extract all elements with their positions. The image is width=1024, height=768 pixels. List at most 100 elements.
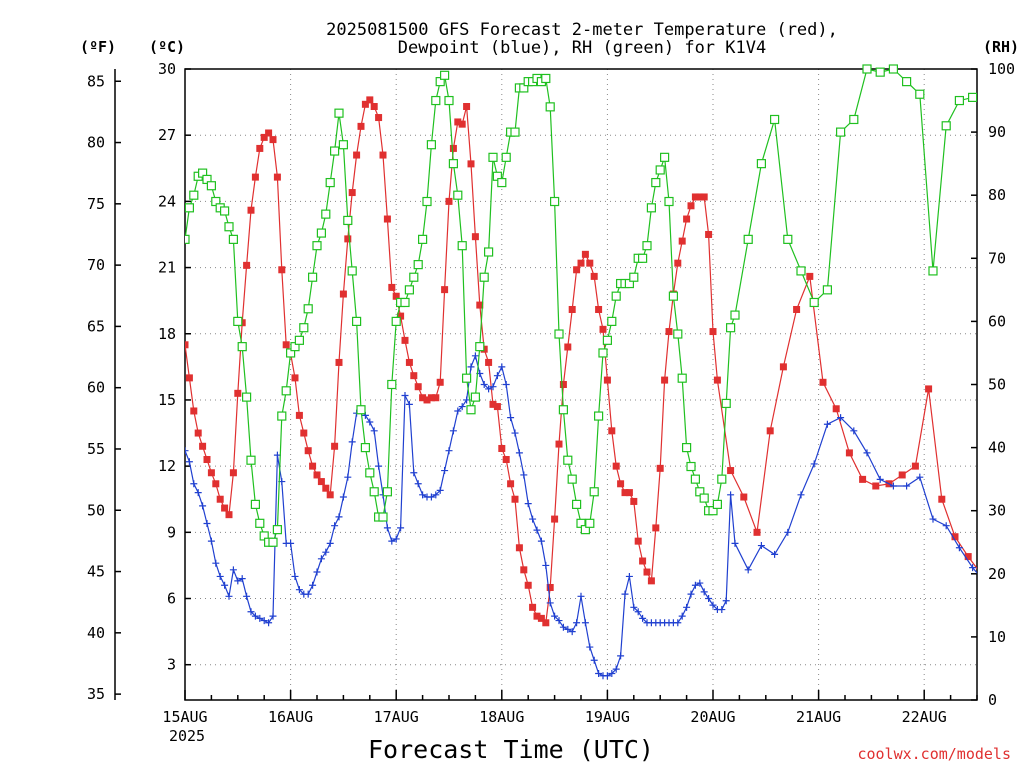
rh-point [954,95,965,106]
dewpoint-point [537,537,545,545]
temperature-point [449,144,457,152]
dewpoint-point [265,619,273,627]
rh-point [783,234,793,244]
temperature-point [639,557,647,565]
rh-point [453,190,463,200]
temperature-point [348,189,356,197]
temperature-point [573,266,581,274]
dewpoint-point [194,489,202,497]
dewpoint-point [251,612,259,620]
temperature-point [529,603,537,611]
rh-point [391,316,401,326]
temperature-point [608,427,616,435]
rh-point [479,272,489,282]
temperature-point [392,292,400,300]
dewpoint-point [207,537,215,545]
chart-title-line-1: 2025081500 GFS Forecast 2-meter Temperat… [326,20,838,40]
dewpoint-point [810,460,818,468]
rh-point [730,310,740,320]
rh-point [475,342,485,352]
temperature-point [251,173,259,181]
rh-point [334,108,344,118]
temperature-point [247,206,255,214]
temperature-point [278,266,286,274]
dewpoint-point [326,539,334,547]
temperature-point [353,151,361,159]
dewpoint-point [520,471,528,479]
x-tick-label: 20AUG [690,708,735,726]
dewpoint-point [414,480,422,488]
rh-point [404,285,414,295]
dewpoint-point [287,539,295,547]
dewpoint-point [709,601,717,609]
temperature-point [502,456,510,464]
f-tick-label: 55 [87,440,105,458]
rh-point [316,228,326,238]
temperature-point [212,480,220,488]
dewpoint-point [683,603,691,611]
dewpoint-point [533,526,541,534]
rh-point [809,297,819,308]
rh-point [982,90,990,98]
temperature-point [445,197,453,205]
dewpoint-point [700,588,708,596]
c-tick-label: 15 [158,391,176,409]
f-tick-label: 50 [87,501,105,519]
dewpoint-point [256,614,264,622]
temperature-point [555,440,563,448]
dewpoint-point [546,599,554,607]
dewpoint-point [559,623,567,631]
rh-point [378,512,388,522]
rh-tick-label: 0 [988,691,997,709]
temperature-point [727,467,735,475]
temperature-point [542,619,550,627]
temperature-point [326,491,334,499]
dewpoint-point [331,522,339,530]
rh-point [629,272,639,282]
rh-point [369,487,379,497]
dewpoint-point [573,619,581,627]
temperature-point [269,136,277,144]
x-tick-label: 16AUG [268,708,313,726]
rh-point [224,222,234,232]
rh-point [637,253,648,263]
rh-point [558,405,569,415]
dewpoint-point [586,643,594,651]
rh-point [303,304,313,314]
dewpoint-point [243,592,251,600]
temperature-point [401,336,409,344]
celsius-axis-label: (ºC) [149,38,185,56]
temperature-point [625,489,633,497]
dewpoint-point [445,447,453,455]
temperature-point [216,495,224,503]
chart-title-line-2: Dewpoint (blue), RH (green) for K1V4 [398,38,766,58]
dewpoint-point [837,414,845,422]
temperature-point [243,261,251,269]
rh-point [673,329,683,339]
dewpoint-point [551,612,559,620]
dewpoint-point [577,592,585,600]
rh-point [360,443,370,453]
temperature-point [295,411,303,419]
temperature-point [740,493,748,501]
dewpoint-point [608,670,616,678]
temperature-point [344,235,352,243]
rh-tick-label: 30 [988,502,1006,520]
dewpoint-point [515,449,523,457]
temperature-point [423,396,431,404]
dewpoint-point [304,590,312,598]
rh-point [352,316,362,326]
dewpoint-point [441,467,449,475]
dewpoint-point [436,486,444,494]
rh-point [330,146,340,156]
temperature-point [405,358,413,366]
temperature-point [674,259,682,267]
rh-point [712,499,723,509]
temperature-point [599,325,607,333]
temperature-point [564,343,572,351]
rh-point [769,114,780,125]
temperature-point [339,290,347,298]
dewpoint-point [432,491,440,499]
temperature-point [282,341,290,349]
rh-point [699,493,709,503]
